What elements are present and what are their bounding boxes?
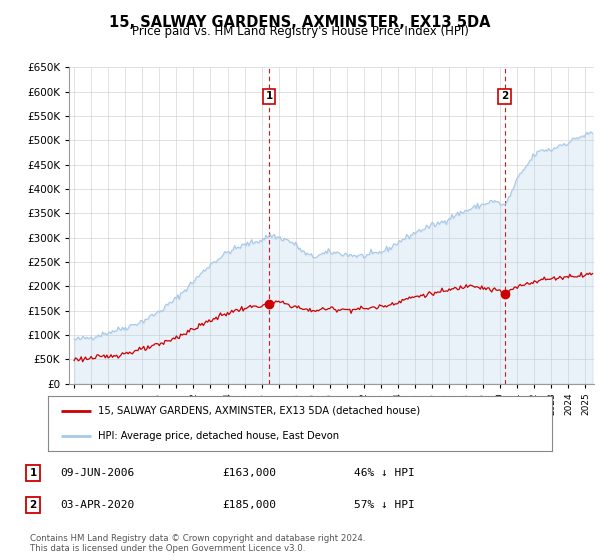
Text: 15, SALWAY GARDENS, AXMINSTER, EX13 5DA (detached house): 15, SALWAY GARDENS, AXMINSTER, EX13 5DA … (98, 406, 421, 416)
Text: 2: 2 (501, 91, 508, 101)
Text: 57% ↓ HPI: 57% ↓ HPI (354, 500, 415, 510)
Text: £185,000: £185,000 (222, 500, 276, 510)
Text: £163,000: £163,000 (222, 468, 276, 478)
Text: 09-JUN-2006: 09-JUN-2006 (60, 468, 134, 478)
Text: 1: 1 (29, 468, 37, 478)
Text: 1: 1 (265, 91, 273, 101)
Text: 2: 2 (29, 500, 37, 510)
Text: Contains HM Land Registry data © Crown copyright and database right 2024.
This d: Contains HM Land Registry data © Crown c… (30, 534, 365, 553)
Text: Price paid vs. HM Land Registry's House Price Index (HPI): Price paid vs. HM Land Registry's House … (131, 25, 469, 38)
Text: 03-APR-2020: 03-APR-2020 (60, 500, 134, 510)
Text: HPI: Average price, detached house, East Devon: HPI: Average price, detached house, East… (98, 431, 340, 441)
Text: 15, SALWAY GARDENS, AXMINSTER, EX13 5DA: 15, SALWAY GARDENS, AXMINSTER, EX13 5DA (109, 15, 491, 30)
Text: 46% ↓ HPI: 46% ↓ HPI (354, 468, 415, 478)
